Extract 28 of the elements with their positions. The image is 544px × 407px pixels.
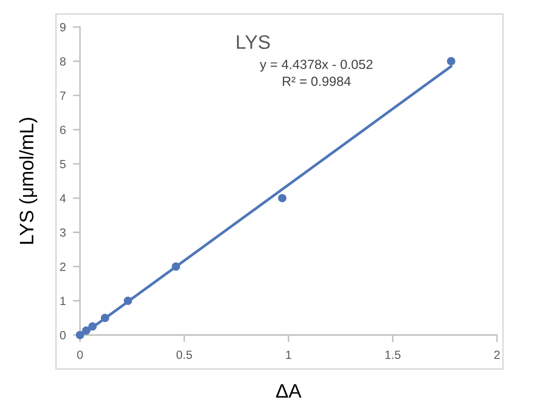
point [76, 330, 84, 340]
annotation: y = 4.4378x - 0.052 [260, 60, 372, 72]
point [278, 194, 286, 202]
y-tick-label: 5 [60, 160, 66, 168]
y-tick-label: 4 [60, 194, 66, 202]
y-tick-label: 1 [60, 296, 66, 306]
x-tick-label: 0 [77, 350, 83, 359]
x-tick-label: 0.5 [176, 350, 192, 359]
x-tick-label: 2 [494, 350, 500, 359]
point [100, 314, 110, 322]
chart-title: LYS [236, 35, 270, 49]
x-tick-label: 1.5 [385, 350, 400, 359]
point [88, 322, 97, 331]
y-axis-title: LYS (μmol/mL) [19, 118, 38, 244]
annotation: R² = 0.9984 [282, 76, 351, 86]
point [172, 262, 180, 271]
y-tick-label: 7 [60, 92, 66, 100]
y-tick-label: 0 [60, 331, 66, 340]
x-axis-title: ΔA [276, 384, 302, 398]
y-tick-label: 2 [60, 262, 66, 271]
point [82, 326, 90, 335]
point [446, 57, 456, 66]
y-tick-label: 3 [60, 228, 66, 237]
y-tick-label: 8 [60, 57, 66, 66]
y-tick-label: 9 [60, 23, 66, 32]
y-tick-label: 6 [60, 126, 66, 134]
x-tick-label: 1 [286, 350, 292, 359]
point [124, 296, 132, 305]
